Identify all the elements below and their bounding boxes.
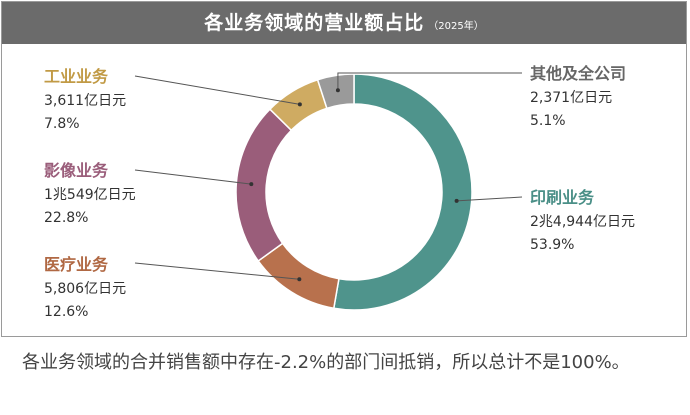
chart-title: 各业务领域的营业额占比 — [204, 12, 425, 34]
label-amount-0: 2兆4,944亿日元 — [530, 214, 635, 230]
label-percent-0: 53.9% — [530, 237, 574, 253]
label-percent-2: 22.8% — [44, 210, 88, 226]
leader-dot-0 — [454, 198, 459, 203]
label-amount-1: 5,806亿日元 — [44, 281, 126, 297]
footnote: 各业务领域的合并销售额中存在-2.2%的部门间抵销，所以总计不是100%。 — [22, 352, 630, 373]
label-category-2: 影像业务 — [44, 161, 109, 180]
label-category-1: 医疗业务 — [44, 255, 109, 274]
label-category-3: 工业业务 — [44, 67, 109, 86]
leader-line-2 — [134, 169, 252, 185]
label-amount-3: 3,611亿日元 — [44, 93, 126, 109]
leader-dot-1 — [297, 277, 302, 282]
leader-line-0 — [456, 196, 523, 202]
leader-line-3 — [134, 75, 300, 105]
slice-2 — [235, 108, 293, 262]
label-amount-2: 1兆549亿日元 — [44, 187, 136, 203]
leader-dot-4 — [335, 88, 340, 93]
label-category-4: 其他及全公司 — [530, 64, 626, 83]
chart-subtitle: （2025年） — [428, 21, 484, 32]
leader-line-1 — [134, 262, 300, 280]
slice-4 — [316, 73, 355, 110]
leader-dot-3 — [297, 102, 302, 107]
label-category-0: 印刷业务 — [530, 188, 595, 207]
donut-chart: 印刷业务 2兆4,944亿日元 53.9% 医疗业务 5,806亿日元 12.6% 影像业务… — [44, 64, 635, 320]
label-percent-4: 5.1% — [530, 113, 566, 129]
leader-dot-2 — [249, 182, 254, 187]
slice-0 — [332, 73, 473, 311]
title-bar: 各业务领域的营业额占比 （2025年） — [2, 2, 686, 44]
leader-line-4 — [337, 72, 522, 91]
label-percent-3: 7.8% — [44, 116, 80, 132]
label-amount-4: 2,371亿日元 — [530, 90, 612, 106]
label-percent-1: 12.6% — [44, 304, 88, 320]
